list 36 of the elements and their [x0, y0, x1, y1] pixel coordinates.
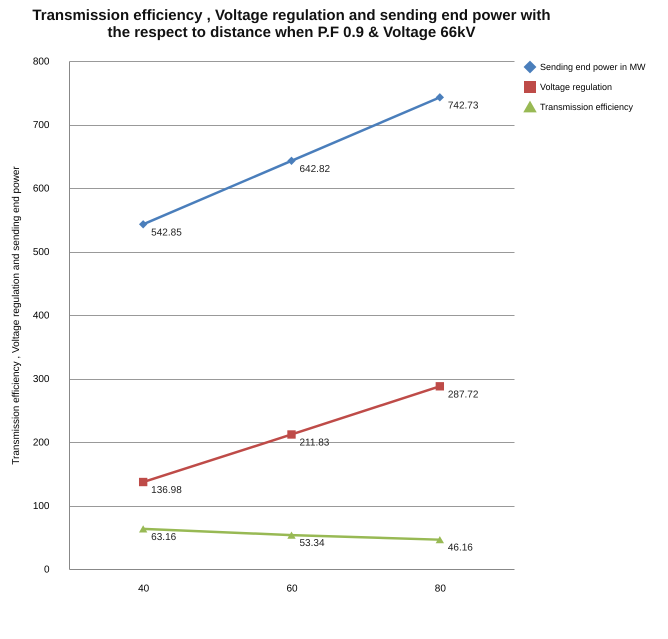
x-tick-label: 80 — [434, 584, 446, 594]
data-label: 136.98 — [151, 485, 182, 496]
legend-label: Sending end power in MW — [540, 62, 646, 72]
y-tick-label: 400 — [32, 310, 50, 322]
text: Transmission efficiency , Voltage regulation and sending end power with — [32, 7, 551, 24]
data-label: 53.34 — [300, 538, 325, 550]
text: the respect to distance when P.F 0.9 & Voltage 66kV — [108, 24, 476, 41]
data-label: 63.16 — [151, 532, 177, 543]
data-label: 46.16 — [448, 542, 474, 554]
point — [138, 525, 148, 533]
y-tick-label: 300 — [32, 374, 50, 385]
x-tick-label: 60 — [286, 584, 298, 594]
point — [436, 536, 444, 544]
data-label: 742.73 — [448, 100, 479, 112]
point — [436, 93, 444, 102]
y-tick-label: 500 — [32, 247, 50, 258]
y-tick-label: 600 — [32, 184, 50, 194]
y-axis-title: Transmission efficiency , Voltage regulation and sending end power — [10, 166, 22, 465]
x-tick-label: 40 — [138, 584, 150, 594]
data-label: 542.85 — [151, 227, 182, 238]
legend-label: Transmission efficiency — [540, 102, 634, 112]
point — [138, 220, 148, 228]
point — [287, 532, 296, 539]
point — [287, 156, 296, 165]
data-label: 211.83 — [300, 437, 330, 448]
data-label: 642.82 — [300, 164, 331, 175]
y-tick-label: 700 — [32, 120, 50, 131]
point — [287, 430, 296, 439]
y-tick-label: 100 — [32, 501, 50, 512]
y-tick-label: 0 — [44, 564, 50, 576]
y-tick-label: 800 — [32, 56, 50, 68]
point — [436, 382, 444, 390]
legend-label: Voltage regulation — [540, 82, 612, 92]
y-tick-label: 200 — [32, 438, 50, 448]
point — [138, 478, 148, 486]
data-label: 287.72 — [448, 389, 479, 400]
